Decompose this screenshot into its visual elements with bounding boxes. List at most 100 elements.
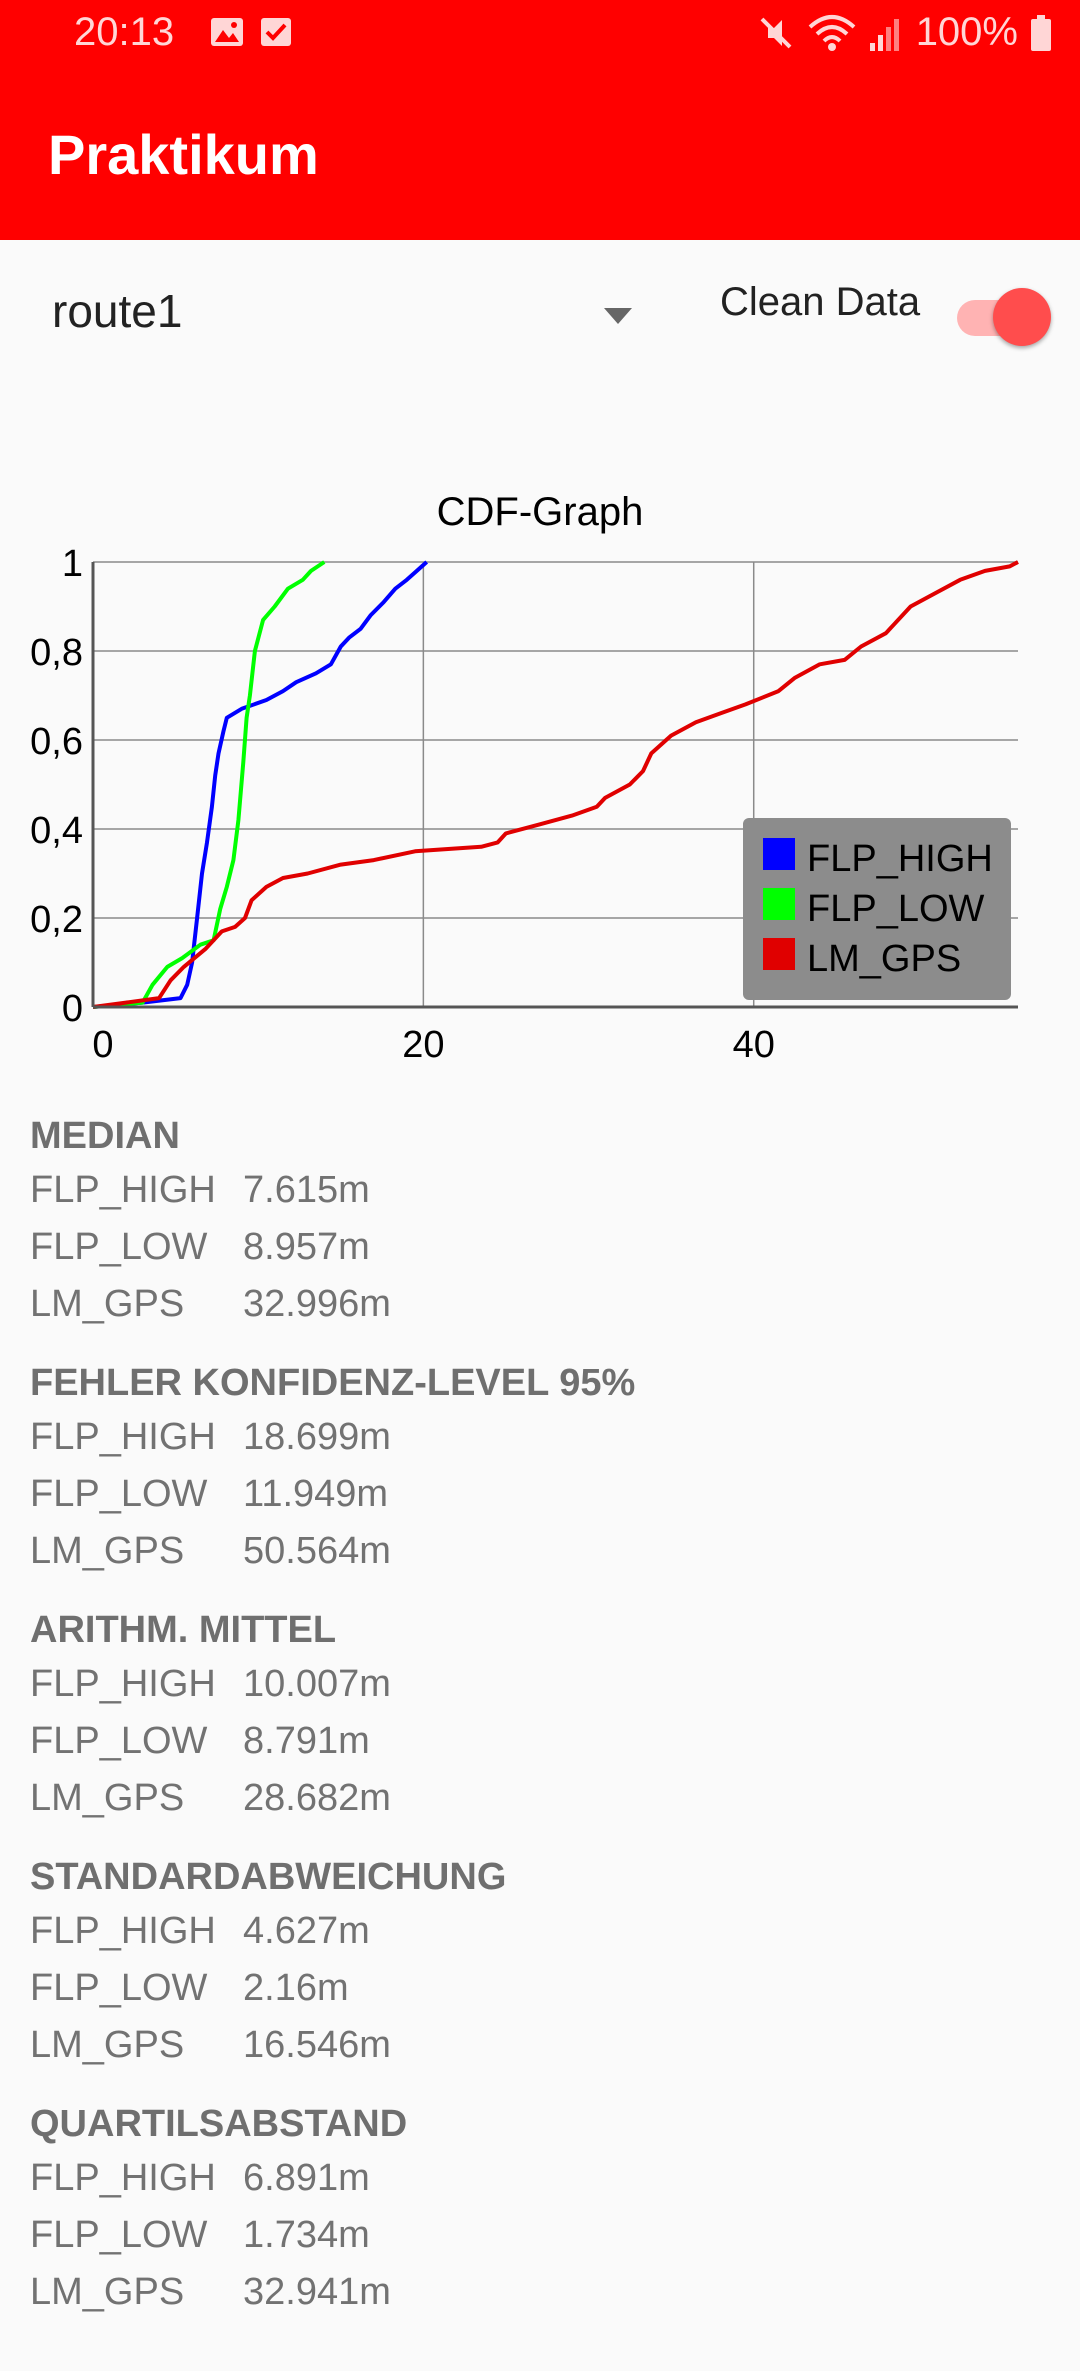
stats-panel: MEDIAN FLP_HIGH 7.615m FLP_LOW 8.957m LM_GPS 3… xyxy=(30,1110,1050,2345)
controls-row: route1 Clean Data xyxy=(0,240,1080,380)
mute-icon xyxy=(760,17,792,48)
legend-label: FLP_HIGH xyxy=(807,838,993,880)
status-icons-left xyxy=(210,16,292,48)
chart-axes xyxy=(91,562,1018,1009)
stat-value: 8.957m xyxy=(243,1226,370,1268)
stat-row: LM_GPS 16.546m xyxy=(30,2017,1050,2074)
stat-row: LM_GPS 32.941m xyxy=(30,2264,1050,2321)
stat-value: 50.564m xyxy=(243,1530,391,1572)
stat-value: 18.699m xyxy=(243,1416,391,1458)
app-bar: Praktikum xyxy=(0,72,1080,240)
battery-icon xyxy=(1031,14,1051,51)
stat-value: 2.16m xyxy=(243,1967,349,2009)
status-time: 20:13 xyxy=(74,10,175,54)
stat-row: FLP_LOW 8.957m xyxy=(30,1219,1050,1276)
stat-section-title: MEDIAN xyxy=(30,1115,180,1157)
status-icons-right: 100% xyxy=(756,10,1052,55)
dropdown-arrow-icon xyxy=(604,308,632,324)
stat-row: LM_GPS 50.564m xyxy=(30,1523,1050,1580)
stat-row: FLP_LOW 1.734m xyxy=(30,2207,1050,2264)
stat-value: 8.791m xyxy=(243,1720,370,1762)
series-line-flp-low xyxy=(92,560,326,1009)
chart-ticks: 0 0,2 0,4 0,6 0,8 1 0 20 40 xyxy=(30,543,775,1066)
series-line-lm-gps xyxy=(92,560,1019,1009)
y-tick-label: 0,8 xyxy=(30,632,83,674)
clean-data-label: Clean Data xyxy=(720,280,921,324)
stat-value: 32.996m xyxy=(243,1283,391,1325)
stat-section-title: QUARTILSABSTAND xyxy=(30,2103,408,2145)
stat-row: FLP_HIGH 18.699m xyxy=(30,1409,1050,1466)
stat-series-name: FLP_LOW xyxy=(30,1473,208,1515)
stat-section-title: FEHLER KONFIDENZ-LEVEL 95% xyxy=(30,1362,636,1404)
chart-title: CDF-Graph xyxy=(436,490,644,534)
route-spinner-value: route1 xyxy=(52,285,183,337)
x-tick-label: 40 xyxy=(733,1024,775,1066)
stat-row: FLP_HIGH 6.891m xyxy=(30,2150,1050,2207)
stat-series-name: FLP_LOW xyxy=(30,1967,208,2009)
stat-series-name: FLP_HIGH xyxy=(30,1416,216,1458)
x-tick-label: 20 xyxy=(402,1024,444,1066)
stat-series-name: FLP_HIGH xyxy=(30,1663,216,1705)
route-spinner[interactable]: route1 xyxy=(52,280,642,350)
stat-series-name: LM_GPS xyxy=(30,2024,185,2066)
stat-value: 32.941m xyxy=(243,2271,391,2313)
stat-row: FLP_HIGH 10.007m xyxy=(30,1656,1050,1713)
legend-label: FLP_LOW xyxy=(807,888,985,930)
stat-series-name: LM_GPS xyxy=(30,1283,185,1325)
stat-series-name: LM_GPS xyxy=(30,1530,185,1572)
stat-row: LM_GPS 32.996m xyxy=(30,1276,1050,1333)
y-tick-label: 0 xyxy=(62,988,83,1030)
series-line-flp-high xyxy=(92,560,429,1009)
stat-series-name: FLP_LOW xyxy=(30,1720,208,1762)
stat-value: 28.682m xyxy=(243,1777,391,1819)
status-bar: 20:13 100% xyxy=(0,0,1080,72)
stat-section-title: ARITHM. MITTEL xyxy=(30,1609,337,1651)
signal-icon xyxy=(869,18,899,51)
stat-value: 7.615m xyxy=(243,1169,370,1211)
chart-legend: FLP_HIGH FLP_LOW LM_GPS xyxy=(743,818,1011,1000)
stat-row: FLP_LOW 11.949m xyxy=(30,1466,1050,1523)
stat-series-name: LM_GPS xyxy=(30,1777,185,1819)
y-tick-label: 0,6 xyxy=(30,721,83,763)
legend-swatch xyxy=(763,888,795,920)
stat-value: 16.546m xyxy=(243,2024,391,2066)
x-tick-label: 0 xyxy=(92,1024,113,1066)
stat-value: 6.891m xyxy=(243,2157,370,2199)
stat-series-name: FLP_LOW xyxy=(30,1226,208,1268)
legend-swatch xyxy=(763,838,795,870)
stat-section: ARITHM. MITTEL FLP_HIGH 10.007m FLP_LOW 8.79… xyxy=(30,1604,1050,1827)
stat-series-name: FLP_HIGH xyxy=(30,1910,216,1952)
y-tick-label: 1 xyxy=(62,543,83,585)
legend-label: LM_GPS xyxy=(807,938,961,980)
stat-row: FLP_LOW 8.791m xyxy=(30,1713,1050,1770)
stat-section: QUARTILSABSTAND FLP_HIGH 6.891m FLP_LOW 1.73… xyxy=(30,2098,1050,2321)
y-tick-label: 0,4 xyxy=(30,810,83,852)
stat-row: LM_GPS 28.682m xyxy=(30,1770,1050,1827)
stat-section-title: STANDARDABWEICHUNG xyxy=(30,1856,507,1898)
y-tick-label: 0,2 xyxy=(30,899,83,941)
stat-section: STANDARDABWEICHUNG FLP_HIGH 4.627m FLP_LOW 2… xyxy=(30,1851,1050,2074)
clean-data-switch[interactable] xyxy=(955,278,1055,346)
stat-series-name: LM_GPS xyxy=(30,2271,185,2313)
wifi-icon xyxy=(808,14,856,51)
chart-lines xyxy=(92,560,1019,1009)
cdf-chart: 0 0,2 0,4 0,6 0,8 1 0 20 40 FLP_HIGH FLP_LOW LM_GP… xyxy=(30,543,1019,1066)
stat-series-name: FLP_HIGH xyxy=(30,2157,216,2199)
stat-value: 1.734m xyxy=(243,2214,370,2256)
stat-series-name: FLP_HIGH xyxy=(30,1169,216,1211)
app-title: Praktikum xyxy=(48,123,319,186)
stat-row: FLP_HIGH 4.627m xyxy=(30,1903,1050,1960)
stat-row: FLP_HIGH 7.615m xyxy=(30,1162,1050,1219)
switch-thumb xyxy=(993,288,1051,346)
stat-value: 10.007m xyxy=(243,1663,391,1705)
stat-value: 4.627m xyxy=(243,1910,370,1952)
legend-box xyxy=(743,818,1011,1000)
stat-section: FEHLER KONFIDENZ-LEVEL 95% FLP_HIGH 18.699… xyxy=(30,1357,1050,1580)
stat-section: MEDIAN FLP_HIGH 7.615m FLP_LOW 8.957m LM_GPS 3… xyxy=(30,1110,1050,1333)
stat-row: FLP_LOW 2.16m xyxy=(30,1960,1050,2017)
legend-swatch xyxy=(763,938,795,970)
battery-percent: 100% xyxy=(915,10,1018,54)
checkbox-icon xyxy=(261,18,291,46)
stat-value: 11.949m xyxy=(243,1473,389,1515)
stat-series-name: FLP_LOW xyxy=(30,2214,208,2256)
